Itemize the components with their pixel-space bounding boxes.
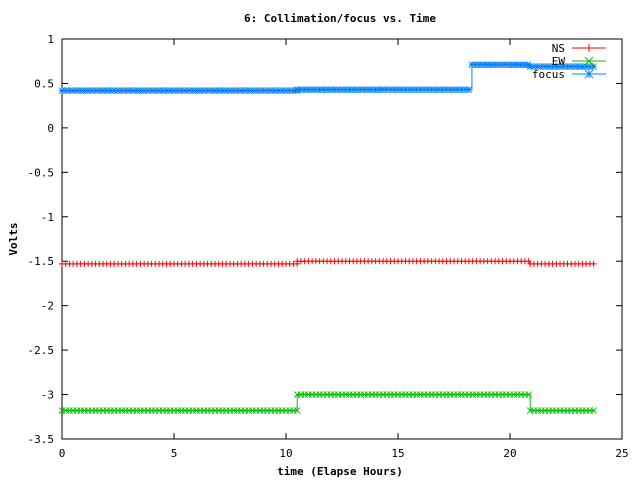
- y-tick-label: -2.5: [28, 344, 55, 357]
- y-tick-label: 0: [47, 122, 54, 135]
- legend-label: NS: [552, 42, 565, 55]
- legend-label: EW: [552, 55, 566, 68]
- y-tick-label: -2: [41, 300, 54, 313]
- chart-title: 6: Collimation/focus vs. Time: [244, 12, 436, 25]
- series-focus: [58, 61, 597, 94]
- series-markers: [58, 391, 597, 414]
- x-tick-label: 20: [503, 447, 516, 460]
- legend-swatch-marker: [584, 56, 594, 66]
- series-markers: [59, 258, 597, 267]
- x-tick-label: 5: [171, 447, 178, 460]
- x-tick-label: 15: [391, 447, 404, 460]
- series-NS: [59, 258, 597, 267]
- series-EW: [58, 391, 597, 414]
- legend-swatch-marker: [585, 44, 593, 52]
- y-tick-label: -1.5: [28, 255, 55, 268]
- x-tick-label: 10: [279, 447, 292, 460]
- y-tick-label: -3.5: [28, 433, 55, 446]
- y-tick-label: 0.5: [34, 77, 54, 90]
- y-tick-label: -3: [41, 389, 54, 402]
- x-axis-label: time (Elapse Hours): [277, 465, 403, 478]
- y-tick-label: 1: [47, 33, 54, 46]
- y-tick-label: -1: [41, 211, 54, 224]
- x-tick-label: 0: [59, 447, 66, 460]
- y-axis-label: Volts: [7, 222, 20, 255]
- y-tick-label: -0.5: [28, 166, 55, 179]
- axis-ticks: 0 5 10 15 20 25 1 0.5 0 -0.5 -1 -1.5 -2 -2.5 -3 -3.5: [28, 33, 629, 460]
- legend-swatch-marker: [584, 69, 594, 79]
- legend-label: focus: [532, 68, 565, 81]
- series-markers: [58, 61, 597, 94]
- plot-frame: [61, 38, 623, 440]
- x-tick-label: 25: [615, 447, 628, 460]
- series-line: [62, 64, 596, 92]
- series-group: [58, 61, 597, 414]
